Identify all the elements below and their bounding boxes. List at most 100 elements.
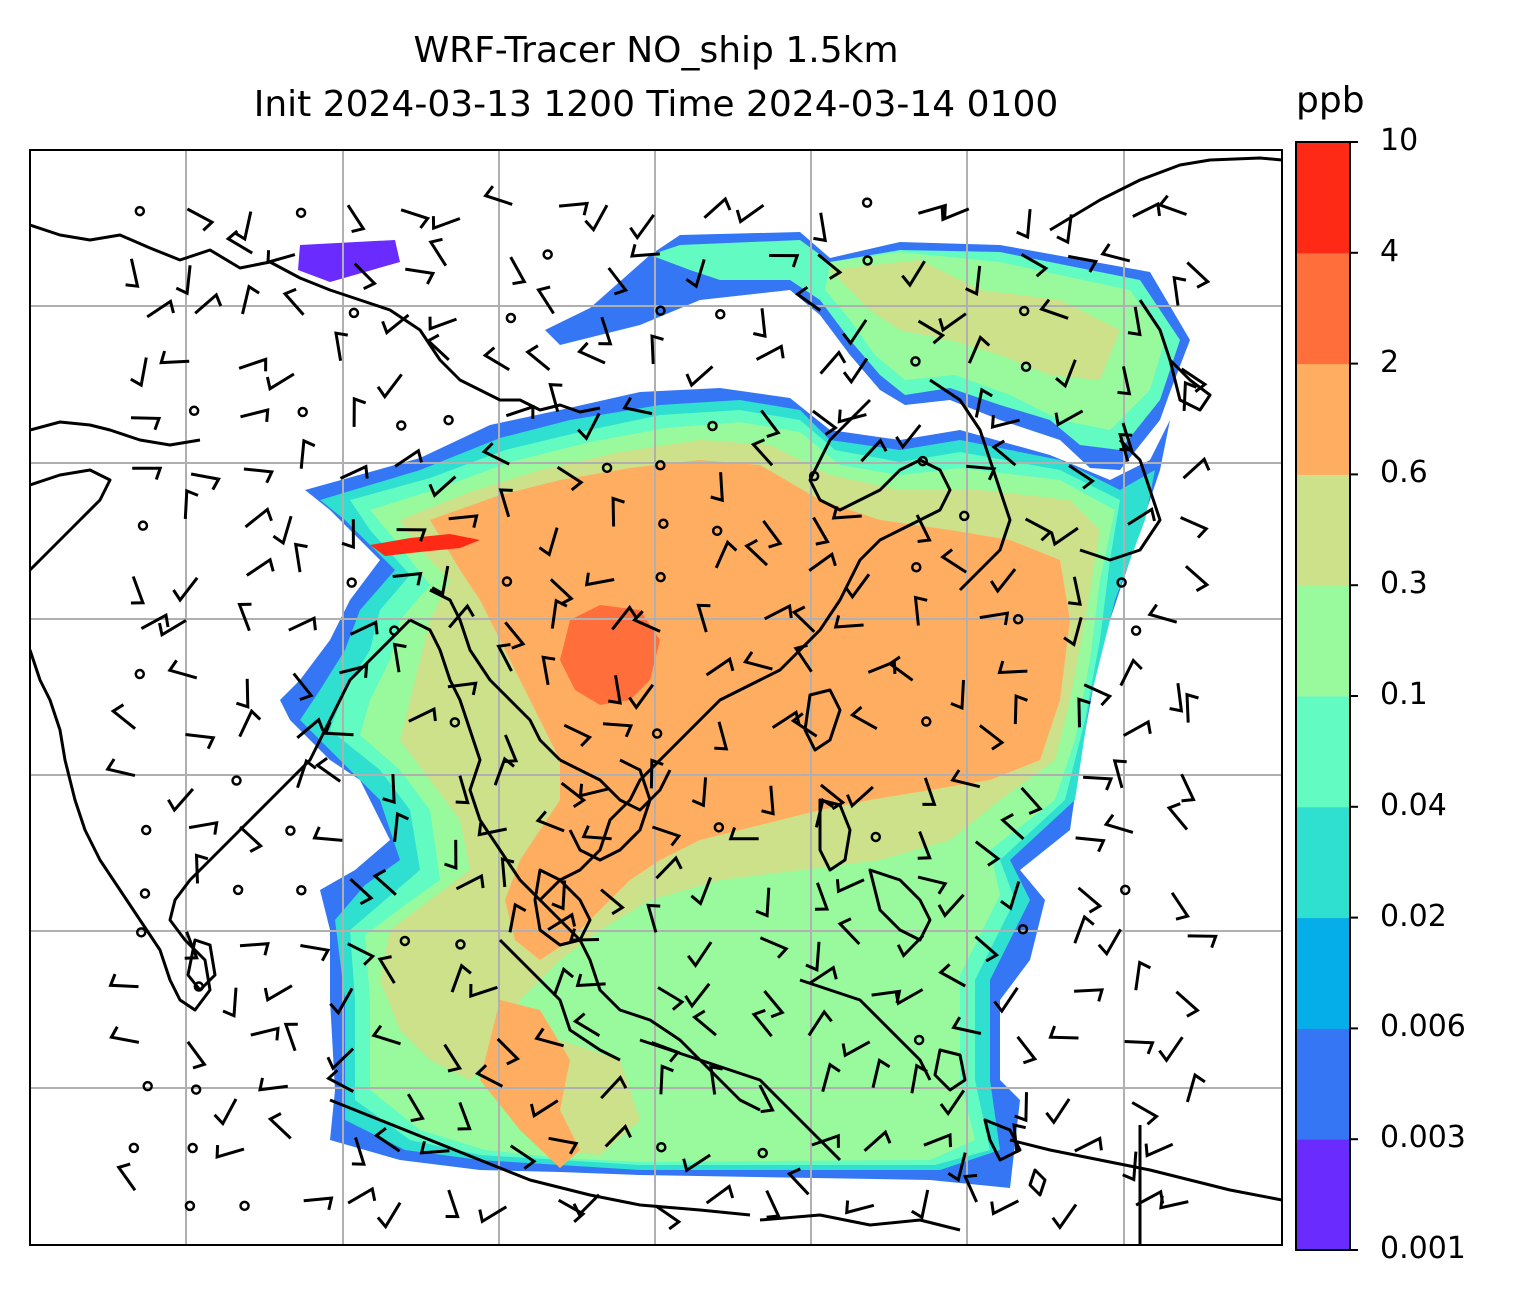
calm-wind-marker: [389, 625, 400, 636]
wind-barb: [455, 775, 470, 805]
wind-barb: [631, 610, 661, 633]
calm-wind-marker: [713, 822, 725, 833]
calm-wind-marker: [1012, 613, 1024, 625]
wind-barb: [1039, 298, 1069, 320]
wind-barb: [373, 1127, 401, 1153]
wind-barb: [791, 605, 816, 633]
wind-barb: [132, 466, 163, 480]
wind-barb: [1157, 194, 1188, 216]
colorbar-segment: [1296, 806, 1350, 919]
wind-barb: [130, 416, 162, 431]
wind-barb: [1056, 214, 1073, 245]
wind-barb: [974, 387, 993, 418]
calm-wind-marker: [1130, 625, 1142, 636]
wind-barb: [572, 1193, 601, 1218]
wind-barb: [817, 253, 843, 280]
wind-barb: [979, 611, 1010, 626]
wind-barb: [607, 267, 629, 296]
calm-wind-marker: [449, 717, 461, 728]
wind-barb: [1182, 456, 1211, 480]
wind-barb: [646, 903, 661, 933]
wind-barb: [478, 1205, 508, 1224]
wind-barb: [1024, 517, 1053, 542]
tracer-field-low: [298, 240, 400, 282]
wind-barb: [1187, 934, 1218, 949]
wind-barb: [685, 365, 714, 388]
wind-barb: [703, 196, 732, 219]
wind-barb: [966, 464, 997, 481]
wind-barb: [266, 250, 296, 265]
colorbar-tick-label: 10: [1380, 123, 1419, 158]
wind-barb: [764, 603, 793, 621]
wind-barb: [457, 1101, 472, 1131]
wind-barb: [705, 1184, 735, 1205]
wind-barb: [455, 873, 485, 891]
wind-barb: [186, 1040, 207, 1070]
wind-barb: [917, 875, 948, 895]
calm-wind-marker: [707, 420, 718, 432]
wind-barb: [186, 207, 215, 232]
wind-barb: [735, 203, 765, 224]
wind-barb: [445, 1189, 460, 1219]
wind-barb: [577, 412, 601, 441]
wind-barb: [765, 1189, 781, 1219]
calm-wind-marker: [193, 981, 205, 992]
wind-barb: [837, 409, 867, 424]
calm-wind-marker: [655, 305, 666, 316]
wind-barb: [910, 1063, 928, 1094]
wind-barb: [560, 781, 587, 809]
wind-barb: [549, 578, 574, 606]
wind-barb: [974, 935, 1000, 963]
wind-barb: [239, 825, 264, 853]
calm-wind-marker: [808, 470, 820, 482]
wind-barb: [108, 973, 139, 989]
wind-barb: [175, 265, 192, 296]
wind-barb: [190, 472, 221, 491]
wind-barb: [1180, 773, 1196, 803]
wind-barb: [258, 1077, 288, 1092]
wind-barb: [245, 557, 275, 577]
wind-barb: [109, 1026, 140, 1044]
wind-barb: [584, 572, 615, 587]
wind-barb: [349, 620, 379, 636]
calm-wind-marker: [134, 668, 146, 680]
calm-wind-marker: [1018, 305, 1030, 317]
wind-barb: [696, 603, 711, 633]
wind-barb: [288, 616, 317, 632]
wind-barb: [578, 783, 609, 798]
wind-barb: [655, 855, 683, 880]
wind-barb: [381, 313, 410, 336]
wind-barb: [1068, 576, 1083, 606]
colorbar-segment: [1296, 1139, 1350, 1251]
wind-barb: [213, 1098, 238, 1127]
wind-barb: [1054, 409, 1084, 427]
wind-barb: [989, 568, 1017, 594]
wind-barb: [709, 1064, 723, 1095]
calm-wind-marker: [232, 884, 244, 896]
wind-barb: [105, 758, 136, 778]
wind-barb: [1185, 692, 1199, 723]
wind-barb: [394, 448, 423, 468]
calm-wind-marker: [651, 728, 663, 739]
calm-wind-marker: [656, 1141, 667, 1153]
wind-barb: [923, 1132, 952, 1148]
wind-barb: [303, 1196, 334, 1211]
wind-barb: [922, 777, 937, 806]
wind-barb: [1077, 697, 1091, 728]
wind-barb: [1118, 432, 1133, 462]
wind-barb: [947, 1152, 967, 1183]
wind-barb: [755, 887, 771, 918]
wind-barb: [568, 928, 600, 942]
wind-barb: [895, 424, 922, 450]
map-title-line1: WRF-Tracer NO_ship 1.5km: [413, 30, 899, 71]
wind-barb: [349, 877, 374, 906]
wind-barb: [529, 1099, 559, 1119]
wind-barb: [763, 990, 785, 1019]
wind-barb: [1051, 1203, 1078, 1230]
wind-barb: [541, 655, 556, 686]
wind-barb: [299, 438, 316, 469]
wind-barb: [1014, 1092, 1028, 1123]
wind-barb: [496, 1037, 521, 1066]
wind-barb: [1169, 683, 1184, 713]
